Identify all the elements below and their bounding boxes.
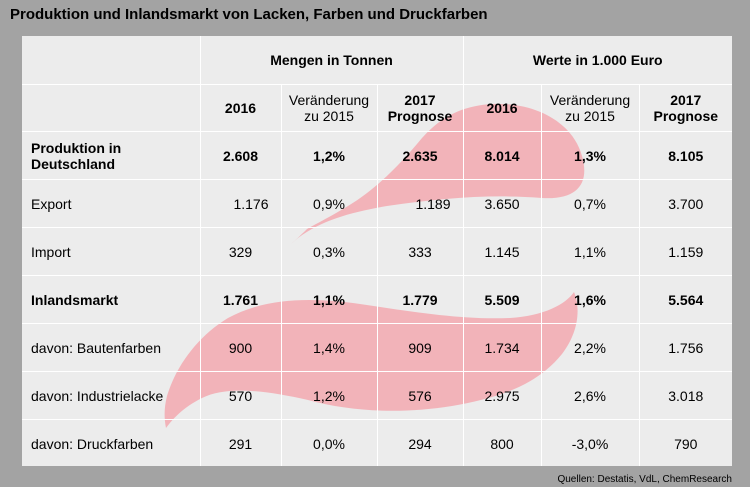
row-label: Inlandsmarkt <box>22 275 200 324</box>
row-label: davon: Industrielacke <box>22 371 200 420</box>
cell-mengen-2017: 2.635 <box>376 131 464 180</box>
table-row: Produktion in Deutschland 2.608 1,2% 2.6… <box>22 131 732 180</box>
cell-mengen-change: 0,0% <box>280 419 377 466</box>
cell-mengen-2017: 576 <box>376 371 464 420</box>
table-row: davon: Druckfarben 291 0,0% 294 800 -3,0… <box>22 419 732 466</box>
row-label: Export <box>22 179 200 228</box>
cell-werte-change: 2,2% <box>540 323 640 372</box>
col-header-change-werte: Veränderung zu 2015 <box>540 84 640 132</box>
cell-werte-change: 1,3% <box>540 131 640 180</box>
col-header-change-mengen: Veränderung zu 2015 <box>280 84 377 132</box>
row-label: davon: Druckfarben <box>22 419 200 466</box>
cell-werte-change: 2,6% <box>540 371 640 420</box>
col-header-2016-mengen: 2016 <box>199 84 281 132</box>
cell-werte-change: 0,7% <box>540 179 640 228</box>
cell-werte-2016: 800 <box>462 419 542 466</box>
cell-werte-2017: 3.700 <box>638 179 732 228</box>
cell-werte-change: 1,1% <box>540 227 640 276</box>
cell-mengen-change: 1,1% <box>280 275 377 324</box>
cell-mengen-2016: 291 <box>199 419 281 466</box>
cell-mengen-2016: 329 <box>199 227 281 276</box>
row-label: Produktion in Deutschland <box>22 131 200 180</box>
cell-werte-2016: 2.975 <box>462 371 542 420</box>
source-note: Quellen: Destatis, VdL, ChemResearch <box>557 474 732 485</box>
cell-werte-2017: 5.564 <box>638 275 732 324</box>
cell-mengen-2016: 570 <box>199 371 281 420</box>
cell-mengen-2017: 333 <box>376 227 464 276</box>
col-header-forecast-mengen: 2017 Prognose <box>376 84 464 132</box>
row-label: Import <box>22 227 200 276</box>
cell-mengen-change: 1,2% <box>280 371 377 420</box>
col-header-2016-werte: 2016 <box>462 84 542 132</box>
cell-mengen-2017: 1.189 <box>376 179 464 228</box>
cell-werte-2016: 8.014 <box>462 131 542 180</box>
cell-mengen-change: 1,4% <box>280 323 377 372</box>
cell-mengen-2017: 294 <box>376 419 464 466</box>
column-header-row: 2016 Veränderung zu 2015 2017 Prognose 2… <box>22 84 732 132</box>
table-row: davon: Industrielacke 570 1,2% 576 2.975… <box>22 371 732 420</box>
table-row: Export 1.176 0,9% 1.189 3.650 0,7% 3.700 <box>22 179 732 228</box>
cell-mengen-2016: 2.608 <box>199 131 281 180</box>
cell-mengen-2017: 1.779 <box>376 275 464 324</box>
cell-werte-2016: 1.145 <box>462 227 542 276</box>
row-label: davon: Bautenfarben <box>22 323 200 372</box>
cell-werte-2016: 1.734 <box>462 323 542 372</box>
cell-mengen-2016: 1.761 <box>199 275 281 324</box>
cell-mengen-change: 0,3% <box>280 227 377 276</box>
table-row: Inlandsmarkt 1.761 1,1% 1.779 5.509 1,6%… <box>22 275 732 324</box>
cell-mengen-change: 1,2% <box>280 131 377 180</box>
cell-werte-2017: 1.159 <box>638 227 732 276</box>
cell-werte-2017: 790 <box>638 419 732 466</box>
table-row: Import 329 0,3% 333 1.145 1,1% 1.159 <box>22 227 732 276</box>
group-header-mengen: Mengen in Tonnen <box>199 36 464 85</box>
data-table: Mengen in Tonnen Werte in 1.000 Euro 201… <box>22 36 732 466</box>
cell-werte-2017: 3.018 <box>638 371 732 420</box>
cell-werte-2017: 8.105 <box>638 131 732 180</box>
cell-mengen-2016: 1.176 <box>199 179 281 228</box>
page-title: Produktion und Inlandsmarkt von Lacken, … <box>10 6 488 23</box>
cell-mengen-2016: 900 <box>199 323 281 372</box>
col-header-forecast-werte: 2017 Prognose <box>638 84 732 132</box>
group-header-row: Mengen in Tonnen Werte in 1.000 Euro <box>22 36 732 85</box>
group-header-werte: Werte in 1.000 Euro <box>462 36 732 85</box>
table-panel: Mengen in Tonnen Werte in 1.000 Euro 201… <box>22 36 732 466</box>
cell-werte-2016: 5.509 <box>462 275 542 324</box>
cell-mengen-2017: 909 <box>376 323 464 372</box>
corner-cell <box>22 36 200 85</box>
table-row: davon: Bautenfarben 900 1,4% 909 1.734 2… <box>22 323 732 372</box>
cell-werte-2016: 3.650 <box>462 179 542 228</box>
cell-werte-change: -3,0% <box>540 419 640 466</box>
cell-mengen-change: 0,9% <box>280 179 377 228</box>
corner-cell-2 <box>22 84 200 132</box>
cell-werte-2017: 1.756 <box>638 323 732 372</box>
cell-werte-change: 1,6% <box>540 275 640 324</box>
